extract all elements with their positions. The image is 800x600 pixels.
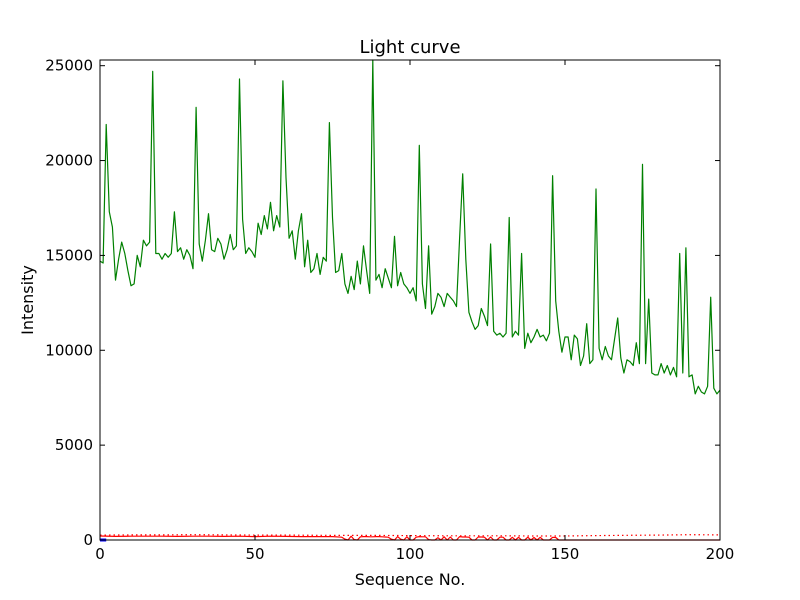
y-tick-label: 0: [83, 531, 93, 549]
x-tick-label: 200: [706, 545, 735, 563]
y-tick-label: 20000: [45, 152, 93, 170]
x-tick-label: 150: [551, 545, 580, 563]
tick-layer: 0 50 100 150 200 0 5000 10000 15000 20000 25000: [45, 57, 734, 563]
x-axis-label: Sequence No.: [355, 570, 466, 589]
y-tick-label: 10000: [45, 341, 93, 359]
y-tick-label: 5000: [55, 436, 93, 454]
chart-title: Light curve: [359, 37, 460, 58]
plot-area: [100, 60, 720, 540]
y-tick-label: 25000: [45, 57, 93, 75]
x-tick-label: 0: [95, 545, 105, 563]
x-tick-label: 100: [396, 545, 425, 563]
x-tick-label: 50: [245, 545, 264, 563]
y-axis-label: Intensity: [18, 265, 37, 335]
series-line-0: [99, 59, 721, 395]
y-tick-label: 15000: [45, 246, 93, 264]
